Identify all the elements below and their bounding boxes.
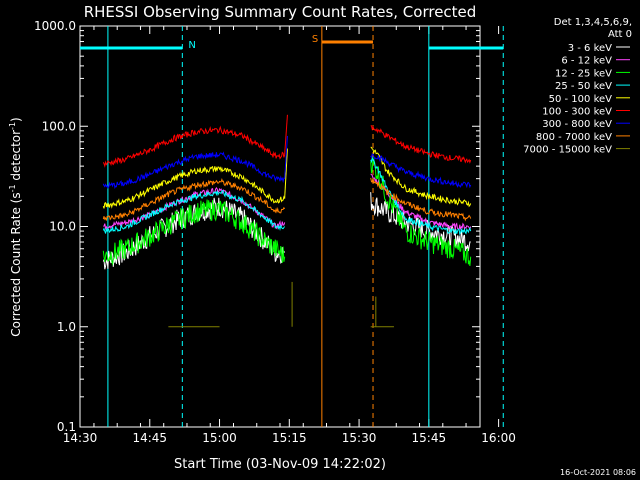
- flare-spike: [284, 148, 288, 199]
- x-tick-label: 16:00: [481, 431, 516, 445]
- footer-date: 16-Oct-2021 08:06: [560, 468, 636, 477]
- series-group: [102, 114, 472, 328]
- legend-label: 100 - 300 keV: [542, 107, 612, 118]
- ylabel-prefix: Corrected Count Rate (s: [9, 192, 23, 336]
- ylabel-suffix: ): [9, 117, 23, 122]
- legend-header: Att 0: [608, 29, 632, 40]
- legend-label: 12 - 25 keV: [555, 68, 612, 79]
- y-tick-label: 10.0: [49, 220, 76, 234]
- series-line: [102, 151, 285, 190]
- series-line: [102, 197, 286, 270]
- flare-spike: [284, 135, 288, 179]
- series-line: [370, 157, 472, 266]
- interval-label: N: [188, 40, 195, 51]
- svg-text:Corrected Count Rate (s-1 dete: Corrected Count Rate (s-1 detector-1): [8, 117, 23, 336]
- x-tick-label: 14:45: [132, 431, 167, 445]
- legend-header: Det 1,3,4,5,6,9,: [554, 17, 632, 28]
- x-tick-label: 15:45: [412, 431, 447, 445]
- series-300-800-kev: [102, 135, 472, 190]
- series-50-100-kev: [102, 146, 472, 209]
- series-line: [370, 153, 472, 189]
- y-axis: 0.1 1.0 10.0 100.0 1000.0: [34, 19, 480, 434]
- y-tick-label: 100.0: [42, 119, 76, 133]
- series-800-7000-kev: [102, 177, 472, 222]
- series-100-300-kev: [102, 114, 472, 168]
- x-axis-label: Start Time (03-Nov-09 14:22:02): [174, 457, 386, 472]
- series-line: [102, 165, 286, 209]
- series-line: [370, 146, 472, 208]
- legend-label: 6 - 12 keV: [561, 56, 612, 67]
- legend: Det 1,3,4,5,6,9,Att 0 3 - 6 keV 6 - 12 keV…: [523, 17, 632, 156]
- legend-label: 50 - 100 keV: [549, 94, 613, 105]
- series-line: [102, 199, 286, 266]
- series-line: [102, 125, 286, 168]
- legend-label: 3 - 6 keV: [568, 43, 612, 54]
- series-line: [102, 189, 286, 234]
- legend-label: 800 - 7000 keV: [536, 132, 612, 143]
- x-tick-label: 14:30: [63, 431, 98, 445]
- ylabel-sup-2: -1: [8, 122, 17, 130]
- series-line: [370, 177, 472, 222]
- flare-spike: [284, 114, 288, 155]
- y-axis-label: Corrected Count Rate (s-1 detector-1): [8, 117, 23, 336]
- x-tick-label: 15:00: [202, 431, 237, 445]
- legend-label: 25 - 50 keV: [555, 81, 612, 92]
- interval-label: S: [312, 34, 318, 45]
- y-tick-label: 1000.0: [34, 19, 76, 33]
- legend-label: 7000 - 15000 keV: [523, 145, 612, 156]
- y-tick-label: 0.1: [57, 420, 76, 434]
- series-line: [102, 177, 286, 221]
- series-line: [370, 125, 472, 164]
- x-tick-label: 15:15: [272, 431, 307, 445]
- x-tick-label: 15:30: [342, 431, 377, 445]
- chart-title: RHESSI Observing Summary Count Rates, Co…: [84, 3, 477, 21]
- ylabel-mid: detector: [9, 130, 23, 185]
- y-tick-label: 1.0: [57, 320, 76, 334]
- series-7000-15000-kev: [168, 281, 394, 328]
- series-12-25-kev: [102, 157, 472, 266]
- x-axis: 14:30 14:45 15:00 15:15 15:30 15:45 16:00: [63, 26, 516, 445]
- ylabel-sup-1: -1: [8, 184, 17, 192]
- legend-label: 300 - 800 keV: [542, 119, 612, 130]
